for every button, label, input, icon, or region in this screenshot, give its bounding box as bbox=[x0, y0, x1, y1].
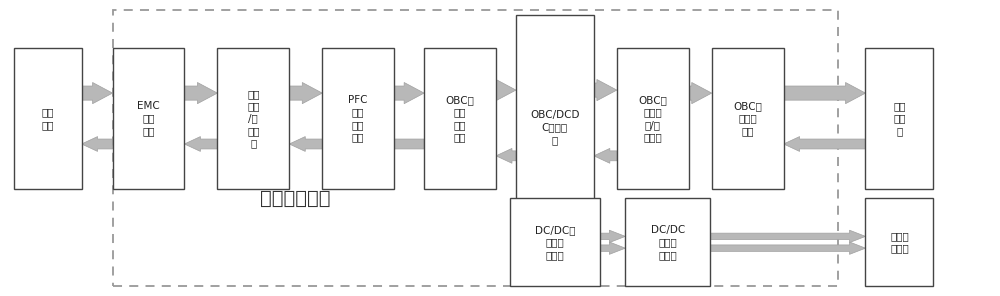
Text: OBC/DCD
C主变压
器: OBC/DCD C主变压 器 bbox=[530, 110, 580, 145]
Text: 电气集成方案: 电气集成方案 bbox=[260, 189, 331, 207]
Polygon shape bbox=[289, 136, 424, 152]
Bar bbox=[510, 198, 600, 287]
Polygon shape bbox=[82, 136, 113, 152]
Polygon shape bbox=[184, 83, 217, 104]
Polygon shape bbox=[82, 83, 113, 104]
Polygon shape bbox=[496, 148, 516, 163]
Bar bbox=[516, 15, 594, 239]
Bar bbox=[113, 48, 184, 189]
Text: 蓄电池
及负载: 蓄电池 及负载 bbox=[890, 231, 909, 253]
Polygon shape bbox=[184, 136, 217, 152]
Text: 市电
输入: 市电 输入 bbox=[41, 107, 54, 130]
Bar bbox=[865, 48, 933, 189]
Polygon shape bbox=[594, 79, 617, 101]
Text: OBC输
出滤波
电路: OBC输 出滤波 电路 bbox=[733, 101, 762, 136]
Bar bbox=[617, 48, 689, 189]
Text: 动力
电池
组: 动力 电池 组 bbox=[893, 101, 906, 136]
Polygon shape bbox=[600, 242, 625, 254]
Bar bbox=[865, 198, 933, 287]
Bar bbox=[113, 9, 838, 287]
Text: 双相
整流
/逆
变电
路: 双相 整流 /逆 变电 路 bbox=[247, 89, 260, 148]
Bar bbox=[322, 48, 394, 189]
Bar bbox=[712, 48, 784, 189]
Text: PFC
功率
校正
电路: PFC 功率 校正 电路 bbox=[348, 95, 368, 142]
Polygon shape bbox=[710, 230, 865, 242]
Bar bbox=[424, 48, 496, 189]
Polygon shape bbox=[784, 136, 865, 152]
Polygon shape bbox=[289, 83, 322, 104]
Bar bbox=[217, 48, 289, 189]
Text: EMC
滤波
电路: EMC 滤波 电路 bbox=[137, 101, 160, 136]
Polygon shape bbox=[689, 83, 712, 104]
Text: OBC输
出侧整
流/逆
变电路: OBC输 出侧整 流/逆 变电路 bbox=[638, 95, 667, 142]
Bar bbox=[14, 48, 82, 189]
Polygon shape bbox=[594, 148, 617, 163]
Polygon shape bbox=[549, 191, 591, 239]
Polygon shape bbox=[710, 242, 865, 254]
Text: OBC输
入侧
开关
电路: OBC输 入侧 开关 电路 bbox=[446, 95, 474, 142]
Polygon shape bbox=[496, 79, 516, 101]
Text: DC/DC
输出滤
波电路: DC/DC 输出滤 波电路 bbox=[651, 225, 685, 260]
Text: DC/DC输
出侧整
流电路: DC/DC输 出侧整 流电路 bbox=[535, 225, 575, 260]
Polygon shape bbox=[784, 83, 865, 104]
Polygon shape bbox=[600, 230, 625, 242]
Polygon shape bbox=[394, 83, 424, 104]
Polygon shape bbox=[519, 191, 561, 239]
Bar bbox=[625, 198, 710, 287]
